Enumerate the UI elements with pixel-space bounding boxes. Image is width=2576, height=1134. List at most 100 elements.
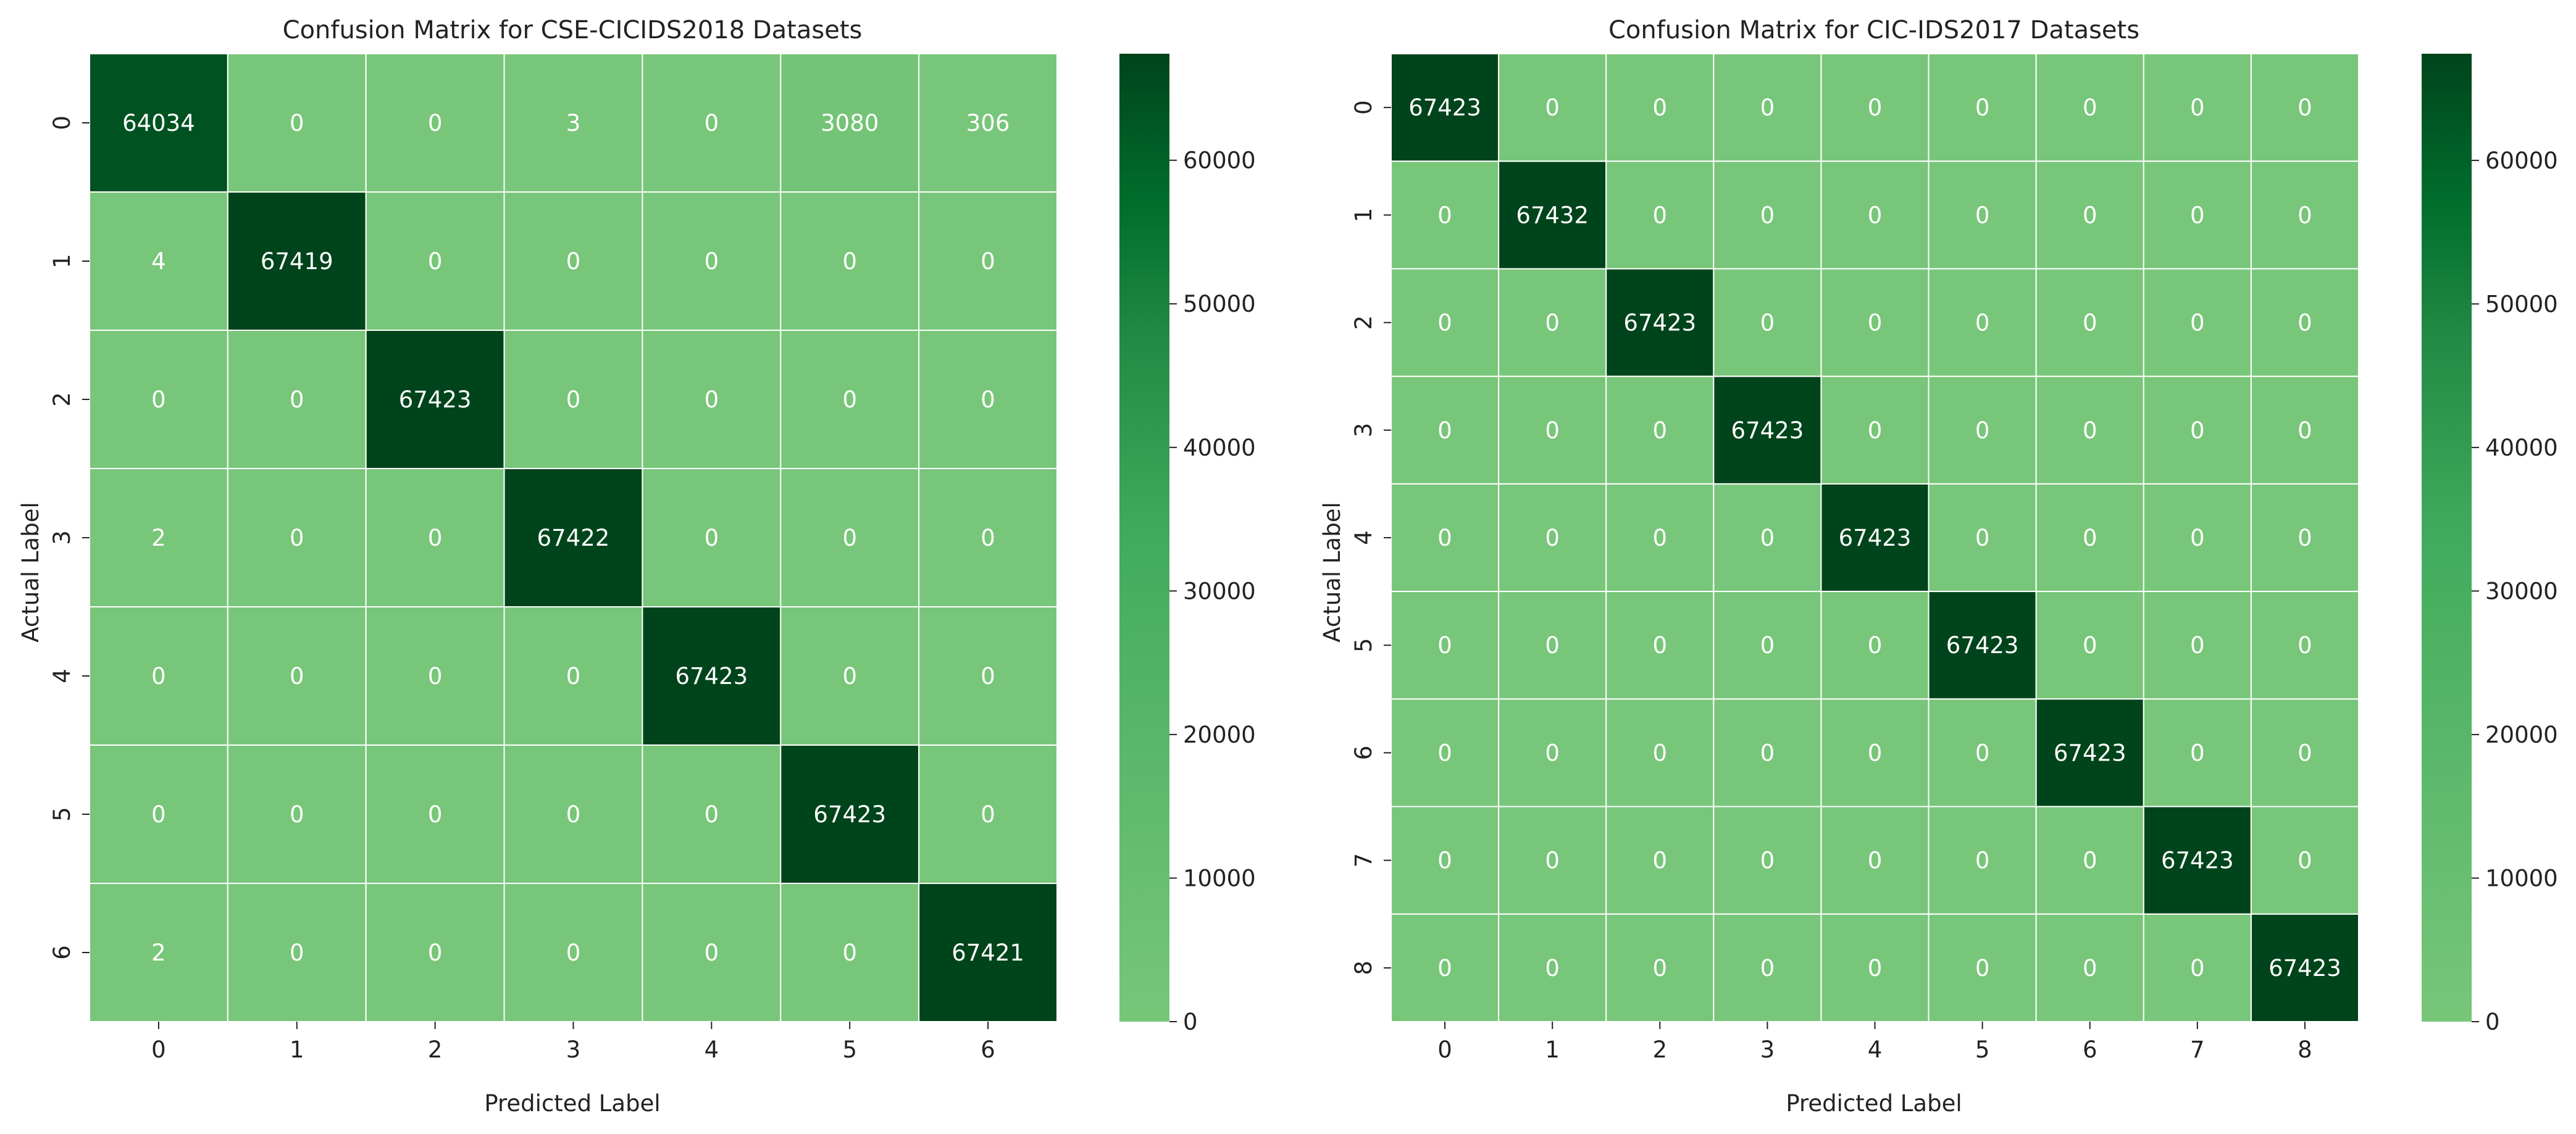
cell-value-label: 0 bbox=[2190, 417, 2205, 444]
cell-value-label: 0 bbox=[1653, 417, 1668, 444]
cell-value-label: 0 bbox=[151, 801, 166, 828]
cell-value-label: 0 bbox=[2190, 740, 2205, 766]
cell-value-label: 67423 bbox=[675, 663, 748, 690]
heatmap-cell bbox=[2035, 806, 2144, 915]
y-tick-label: 1 bbox=[1350, 208, 1377, 223]
heatmap-cell bbox=[1713, 913, 1822, 1023]
cell-value-label: 0 bbox=[151, 663, 166, 690]
heatmap-cells: 67423 0 0 0 0 0 0 0 0 0 67432 0 0 0 0 0 0 0 0 0 67423 0 0 0 0 0 0 0… bbox=[1390, 53, 2360, 1023]
cell-value-label: 0 bbox=[705, 386, 719, 413]
colorbar-tick-labels: 0 10000 20000 30000 40000 50000 60000 bbox=[2472, 148, 2558, 1035]
colorbar: 0 10000 20000 30000 40000 50000 60000 bbox=[1119, 54, 1256, 1035]
heatmap-cell bbox=[1928, 806, 2037, 915]
cell-value-label: 67421 bbox=[951, 940, 1024, 966]
heatmap-cell bbox=[2035, 698, 2144, 807]
y-tick-label: 5 bbox=[49, 807, 75, 822]
cell-value-label: 0 bbox=[1868, 848, 1883, 874]
heatmap-cell bbox=[1498, 375, 1607, 485]
x-tick-label: 5 bbox=[842, 1036, 857, 1063]
heatmap-cell bbox=[2143, 698, 2252, 807]
cell-value-label: 0 bbox=[2190, 525, 2205, 551]
heatmap-cell bbox=[780, 468, 920, 607]
heatmap-cell bbox=[918, 330, 1058, 469]
cell-value-label: 0 bbox=[1545, 94, 1560, 121]
cell-value-label: 67423 bbox=[399, 386, 472, 413]
colorbar-tick-label: 60000 bbox=[2485, 148, 2558, 174]
cell-value-label: 0 bbox=[2190, 955, 2205, 982]
heatmap-cell bbox=[1605, 483, 1715, 593]
cell-value-label: 64034 bbox=[122, 110, 195, 136]
y-tick-label: 1 bbox=[49, 254, 75, 269]
x-tick-label: 3 bbox=[1760, 1036, 1775, 1063]
cell-value-label: 0 bbox=[566, 940, 581, 966]
heatmap-cell bbox=[2143, 806, 2252, 915]
cell-value-label: 0 bbox=[1975, 848, 1990, 874]
cell-value-label: 0 bbox=[1868, 94, 1883, 121]
cell-value-label: 0 bbox=[705, 940, 719, 966]
cell-value-label: 0 bbox=[1545, 310, 1560, 336]
cell-value-label: 0 bbox=[2083, 848, 2097, 874]
cell-value-label: 0 bbox=[2298, 525, 2312, 551]
cell-value-label: 0 bbox=[1545, 848, 1560, 874]
colorbar-gradient bbox=[1119, 54, 1169, 1022]
cell-value-label: 0 bbox=[1975, 740, 1990, 766]
heatmap-cell bbox=[1928, 483, 2037, 593]
cell-value-label: 0 bbox=[2190, 94, 2205, 121]
cell-value-label: 0 bbox=[290, 801, 304, 828]
heatmap-cell bbox=[1390, 53, 1500, 162]
heatmap-cell bbox=[2250, 483, 2360, 593]
cell-value-label: 0 bbox=[2190, 310, 2205, 336]
heatmap-cell bbox=[1605, 806, 1715, 915]
x-tick-label: 4 bbox=[705, 1036, 719, 1063]
x-tick-label: 2 bbox=[428, 1036, 443, 1063]
heatmap-cell bbox=[227, 330, 367, 469]
heatmap-cell bbox=[1928, 913, 2037, 1023]
cell-value-label: 0 bbox=[1437, 202, 1452, 228]
heatmap-cell bbox=[365, 744, 505, 884]
heatmap-cell bbox=[1390, 698, 1500, 807]
cell-value-label: 0 bbox=[2298, 740, 2312, 766]
heatmap-cell bbox=[365, 606, 505, 746]
heatmap-cell bbox=[365, 883, 505, 1022]
colorbar: 0 10000 20000 30000 40000 50000 60000 bbox=[2422, 54, 2558, 1035]
heatmap-cell bbox=[1820, 161, 1930, 270]
heatmap-cell bbox=[1605, 268, 1715, 377]
y-tick-label: 6 bbox=[49, 945, 75, 960]
cell-value-label: 0 bbox=[1545, 740, 1560, 766]
heatmap-cell bbox=[89, 191, 228, 331]
cell-value-label: 0 bbox=[981, 663, 995, 690]
x-tick-label: 5 bbox=[1975, 1036, 1990, 1063]
cell-value-label: 0 bbox=[566, 386, 581, 413]
y-tick-labels: 0 1 2 3 4 5 6 bbox=[49, 115, 90, 960]
cell-value-label: 2 bbox=[151, 940, 166, 966]
cell-value-label: 0 bbox=[981, 386, 995, 413]
cell-value-label: 0 bbox=[981, 248, 995, 275]
heatmap-cell bbox=[1820, 806, 1930, 915]
colorbar-gradient bbox=[2422, 54, 2472, 1022]
heatmap-cell bbox=[1713, 591, 1822, 700]
chart-title: Confusion Matrix for CIC-IDS2017 Dataset… bbox=[1608, 16, 2139, 44]
heatmap-cell bbox=[2035, 375, 2144, 485]
heatmap-cell bbox=[1498, 483, 1607, 593]
heatmap-cell bbox=[1713, 268, 1822, 377]
cell-value-label: 0 bbox=[428, 940, 443, 966]
heatmap-cell bbox=[642, 744, 782, 884]
heatmap-cell bbox=[1928, 375, 2037, 485]
cell-value-label: 0 bbox=[1653, 740, 1668, 766]
heatmap-cell bbox=[1390, 268, 1500, 377]
heatmap-cells: 64034 0 0 3 0 3080 306 4 67419 0 0 0 0 0 0 0 67423 0 0 0 0 2 0… bbox=[89, 53, 1058, 1022]
x-axis-label: Predicted Label bbox=[484, 1090, 660, 1117]
x-tick-label: 1 bbox=[1545, 1036, 1560, 1063]
colorbar-tick-label: 10000 bbox=[1183, 865, 1256, 891]
cell-value-label: 0 bbox=[290, 940, 304, 966]
y-tick-label: 4 bbox=[49, 669, 75, 683]
cell-value-label: 0 bbox=[151, 386, 166, 413]
heatmap-cell bbox=[780, 53, 920, 193]
heatmap-cell bbox=[89, 606, 228, 746]
heatmap-cell bbox=[2250, 375, 2360, 485]
heatmap-cell bbox=[503, 744, 643, 884]
colorbar-tick-label: 30000 bbox=[1183, 578, 1256, 604]
heatmap-cell bbox=[918, 744, 1058, 884]
cell-value-label: 0 bbox=[2298, 632, 2312, 659]
cell-value-label: 67423 bbox=[2054, 740, 2126, 766]
